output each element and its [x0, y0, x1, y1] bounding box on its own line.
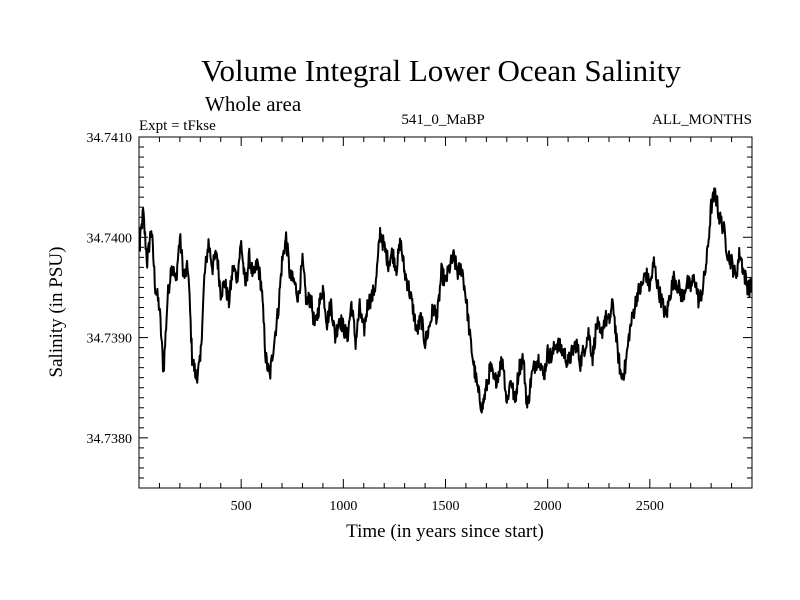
axis-ticks	[139, 137, 752, 488]
salinity-series-line	[139, 187, 752, 414]
y-tick-label: 34.7400	[87, 231, 133, 246]
chart-title: Volume Integral Lower Ocean Salinity	[201, 53, 681, 88]
x-tick-labels: 500 1000 1500 2000 2500	[231, 499, 664, 514]
chart-subtitle: Whole area	[205, 92, 302, 116]
months-label: ALL_MONTHS	[652, 112, 752, 128]
y-axis-label: Salinity (in PSU)	[46, 247, 67, 378]
x-tick-label: 2500	[636, 499, 664, 514]
y-tick-labels: 34.7380 34.7390 34.7400 34.7410	[87, 131, 133, 447]
y-tick-label: 34.7410	[87, 131, 133, 146]
experiment-label: Expt = tFkse	[139, 118, 216, 134]
plot-frame	[138, 136, 753, 489]
x-tick-label: 1000	[329, 499, 357, 514]
y-tick-label: 34.7390	[87, 332, 133, 347]
y-tick-label: 34.7380	[87, 432, 133, 447]
run-label: 541_0_MaBP	[401, 112, 484, 128]
x-tick-label: 2000	[534, 499, 562, 514]
x-tick-label: 1500	[432, 499, 460, 514]
x-tick-label: 500	[231, 499, 252, 514]
x-axis-label: Time (in years since start)	[346, 521, 544, 542]
